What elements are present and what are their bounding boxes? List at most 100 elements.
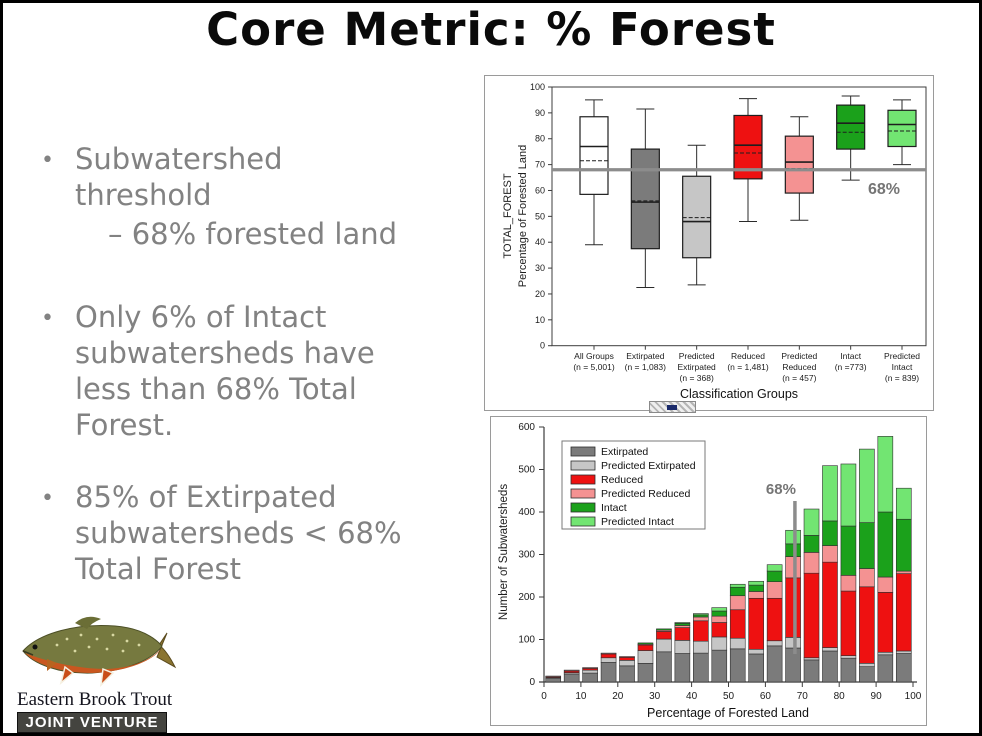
bar-segment <box>711 649 728 683</box>
sub-bullet-1: – 68% forested land <box>108 217 398 251</box>
bar-segment <box>895 518 912 572</box>
trout-belly <box>25 649 161 673</box>
bullet-text-3: 85% of Extirpated subwatersheds < 68% To… <box>75 480 402 586</box>
y-tick-label: 0 <box>540 341 545 351</box>
box-5 <box>836 104 866 150</box>
x-tick-label: 90 <box>871 691 883 702</box>
group-label: (n = 368) <box>680 373 714 383</box>
bar-segment <box>619 660 635 667</box>
legend-label: Predicted Extirpated <box>601 460 696 472</box>
box-plot-chart: 0 10 20 30 40 50 60 70 80 90 100 All Groups(n = 5,0… <box>502 82 927 401</box>
bar-segment <box>895 573 912 652</box>
bar-segment <box>803 552 820 574</box>
x-axis-title: Percentage of Forested Land <box>647 706 809 720</box>
threshold-label: 68% <box>766 481 796 498</box>
bar-segment <box>674 627 691 641</box>
y-tick-label: 0 <box>529 677 535 688</box>
bullet-marker: • <box>41 486 54 511</box>
bar-segment <box>803 535 820 553</box>
bar-segment <box>877 576 894 593</box>
box-1 <box>630 148 660 250</box>
bar-segment <box>656 628 672 631</box>
bar-segment <box>859 448 875 523</box>
bar-segment <box>895 570 912 574</box>
bar-segment <box>895 487 912 520</box>
y-axis-title: Number of Subwatersheds <box>498 484 510 620</box>
bar-segment <box>693 613 709 616</box>
bar-segment <box>563 669 580 672</box>
bar-segment <box>840 575 857 592</box>
legend-swatch <box>570 488 596 499</box>
bar-segment <box>785 556 801 579</box>
y-tick-label: 50 <box>535 211 545 221</box>
box-6 <box>887 109 917 148</box>
bar-segment <box>711 607 728 612</box>
x-tick-label: 10 <box>575 691 587 702</box>
bar-segment <box>859 663 875 668</box>
bar-segment <box>582 667 598 669</box>
bar-segment <box>895 650 912 654</box>
bar-segment <box>822 647 838 652</box>
bar-segment <box>582 669 598 674</box>
legend-label: Predicted Intact <box>601 516 674 528</box>
group-label: Predicted <box>884 351 920 361</box>
trout-tail <box>156 632 177 669</box>
bullet-item-3: • 85% of Extirpated subwatersheds < 68% … <box>33 479 433 587</box>
ebtjv-logo: Eastern Brook Trout JOINT VENTURE <box>17 611 197 733</box>
y-tick-label: 70 <box>535 160 545 170</box>
bar-segment <box>840 463 857 527</box>
group-label: Reduced <box>782 362 816 372</box>
group-label: Intact <box>840 351 861 361</box>
y-tick-label: 100 <box>518 635 535 646</box>
bar-segment <box>748 580 764 586</box>
bar-segment <box>895 653 912 683</box>
bar-segment <box>619 665 635 683</box>
legend-label: Predicted Reduced <box>601 488 690 500</box>
slide-title: Core Metric: % Forest <box>206 3 776 56</box>
trout-pectoral-fin <box>47 659 57 671</box>
legend-swatch <box>570 474 596 485</box>
bar-segment <box>785 577 801 638</box>
bar-segment <box>822 545 838 563</box>
bullet-item-1: • Subwatershed threshold <box>33 141 433 213</box>
bar-segment <box>729 648 746 683</box>
x-tick-label: 70 <box>797 691 809 702</box>
bar-segment <box>637 663 654 683</box>
bar-segment <box>729 586 746 597</box>
bar-segment <box>785 543 801 557</box>
bar-segment <box>766 597 783 642</box>
y-tick-label: 10 <box>535 315 545 325</box>
bar-segment <box>748 597 764 650</box>
bar-segment <box>563 673 580 683</box>
brook-trout-image <box>22 616 177 688</box>
group-label: Predicted <box>781 351 817 361</box>
bar-segment <box>711 610 728 617</box>
group-label: Intact <box>892 362 913 372</box>
group-label: Predicted <box>679 351 715 361</box>
bar-segment <box>822 520 838 546</box>
group-label: (n = 457) <box>782 373 816 383</box>
legend-swatch <box>570 446 596 457</box>
x-tick-label: 100 <box>905 691 922 702</box>
embedded-object-handle[interactable] <box>649 401 696 413</box>
threshold-label: 68% <box>868 181 900 198</box>
bar-segment <box>859 568 875 588</box>
y-tick-label: 400 <box>518 507 535 518</box>
bar-segment <box>822 650 838 683</box>
bar-segment <box>674 653 691 683</box>
bar-segment <box>656 638 672 653</box>
legend-label: Reduced <box>601 474 643 486</box>
bar-segment <box>674 623 691 626</box>
x-tick-label: 30 <box>649 691 661 702</box>
bar-segment <box>748 653 764 683</box>
bar-segment <box>785 637 801 649</box>
bar-segment <box>656 631 672 640</box>
y-tick-label: 500 <box>518 465 535 476</box>
y-tick-label: 100 <box>530 82 545 92</box>
bar-segment <box>748 591 764 599</box>
bar-segment <box>656 651 672 683</box>
bar-segment <box>545 678 562 683</box>
y-tick-label: 300 <box>518 550 535 561</box>
bar-segment <box>859 522 875 569</box>
bar-segment <box>840 525 857 576</box>
